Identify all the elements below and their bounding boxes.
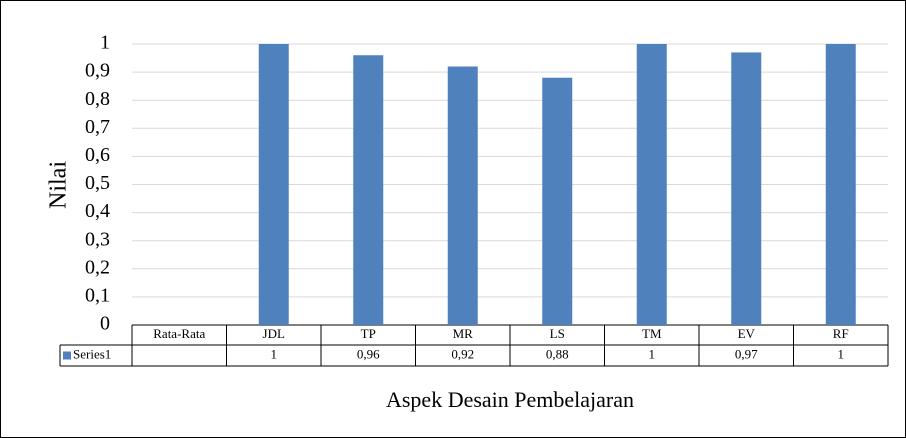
y-tick-label: 0,1 <box>85 284 110 306</box>
data-label: 0,92 <box>451 346 474 361</box>
y-tick-label: 0,8 <box>85 88 110 110</box>
bar <box>636 44 667 325</box>
x-tick-label: LS <box>550 326 565 341</box>
data-label: 1 <box>838 346 845 361</box>
y-tick-label: 0,3 <box>85 228 110 250</box>
y-tick-label: 0,9 <box>85 60 110 82</box>
x-tick-label: EV <box>738 326 756 341</box>
y-tick-label: 1 <box>100 32 110 54</box>
x-tick-label: RF <box>833 326 849 341</box>
data-label: 1 <box>271 346 278 361</box>
x-tick-label: MR <box>453 326 474 341</box>
bar <box>542 77 573 325</box>
y-tick-label: 0,6 <box>85 144 110 166</box>
bar <box>258 44 289 325</box>
x-tick-label: JDL <box>263 326 285 341</box>
x-tick-label: TM <box>642 326 662 341</box>
data-label: 1 <box>649 346 656 361</box>
data-label: 0,88 <box>546 346 569 361</box>
bar <box>731 52 762 326</box>
legend-key <box>63 351 71 360</box>
bar <box>353 55 384 326</box>
y-tick-label: 0 <box>100 313 110 335</box>
x-axis-label: Aspek Desain Pembelajaran <box>386 387 634 412</box>
x-tick-label: Rata-Rata <box>153 326 205 341</box>
y-tick-label: 0,4 <box>85 200 110 222</box>
legend-label: Series1 <box>73 346 111 361</box>
data-label: 0,97 <box>735 346 758 361</box>
bar <box>447 66 478 325</box>
x-tick-label: TP <box>361 326 376 341</box>
y-tick-label: 0,5 <box>85 172 110 194</box>
y-axis-label: Nilai <box>46 161 72 209</box>
bar <box>825 44 856 325</box>
y-tick-label: 0,7 <box>85 116 110 138</box>
y-tick-label: 0,2 <box>85 256 110 278</box>
data-label: 0,96 <box>357 346 380 361</box>
